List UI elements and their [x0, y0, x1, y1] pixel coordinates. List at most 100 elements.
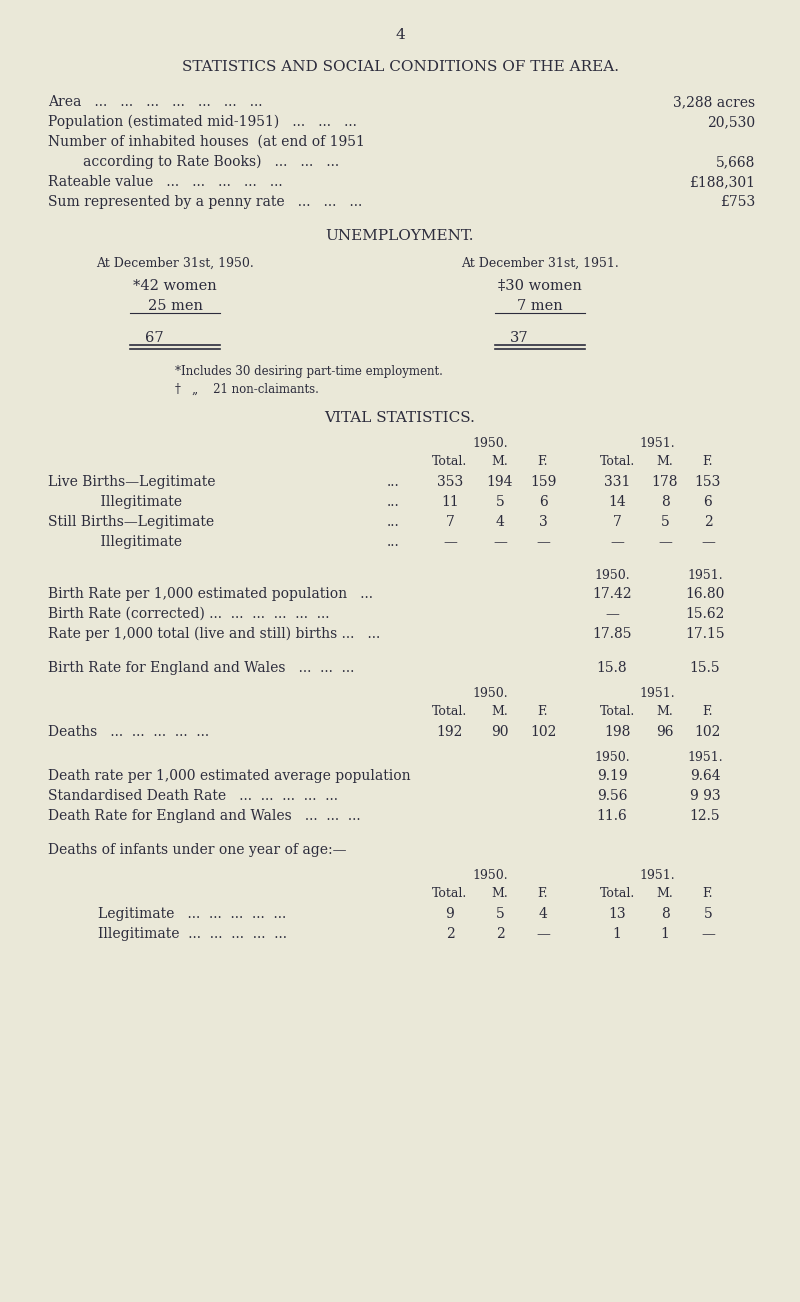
Text: 9.56: 9.56: [597, 789, 627, 803]
Text: 8: 8: [661, 907, 670, 921]
Text: 1950.: 1950.: [472, 868, 508, 881]
Text: 7 men: 7 men: [517, 299, 563, 312]
Text: 153: 153: [695, 475, 721, 490]
Text: Still Births—Legitimate: Still Births—Legitimate: [48, 516, 214, 529]
Text: 6: 6: [538, 495, 547, 509]
Text: 331: 331: [604, 475, 630, 490]
Text: 353: 353: [437, 475, 463, 490]
Text: 1951.: 1951.: [687, 569, 723, 582]
Text: Total.: Total.: [599, 454, 634, 467]
Text: —: —: [701, 535, 715, 549]
Text: M.: M.: [657, 887, 674, 900]
Text: 192: 192: [437, 725, 463, 740]
Text: 11: 11: [441, 495, 459, 509]
Text: 6: 6: [704, 495, 712, 509]
Text: Live Births—Legitimate: Live Births—Legitimate: [48, 475, 215, 490]
Text: 20,530: 20,530: [707, 115, 755, 129]
Text: 159: 159: [530, 475, 556, 490]
Text: 194: 194: [486, 475, 514, 490]
Text: 90: 90: [491, 725, 509, 740]
Text: 9.19: 9.19: [597, 769, 627, 783]
Text: 9 93: 9 93: [690, 789, 720, 803]
Text: F.: F.: [538, 887, 548, 900]
Text: ‡30 women: ‡30 women: [498, 279, 582, 293]
Text: —: —: [536, 927, 550, 941]
Text: At December 31st, 1950.: At December 31st, 1950.: [96, 256, 254, 270]
Text: Total.: Total.: [432, 454, 468, 467]
Text: 4: 4: [538, 907, 547, 921]
Text: 8: 8: [661, 495, 670, 509]
Text: Standardised Death Rate   ...  ...  ...  ...  ...: Standardised Death Rate ... ... ... ... …: [48, 789, 338, 803]
Text: 16.80: 16.80: [686, 587, 725, 602]
Text: 17.85: 17.85: [592, 628, 632, 641]
Text: 5: 5: [661, 516, 670, 529]
Text: Rate per 1,000 total (live and still) births ...   ...: Rate per 1,000 total (live and still) bi…: [48, 628, 380, 642]
Text: ...: ...: [386, 495, 399, 509]
Text: 2: 2: [704, 516, 712, 529]
Text: 1: 1: [613, 927, 622, 941]
Text: F.: F.: [702, 454, 714, 467]
Text: —: —: [701, 927, 715, 941]
Text: —: —: [443, 535, 457, 549]
Text: 96: 96: [656, 725, 674, 740]
Text: 25 men: 25 men: [147, 299, 202, 312]
Text: 1951.: 1951.: [639, 437, 675, 450]
Text: 102: 102: [695, 725, 721, 740]
Text: —: —: [493, 535, 507, 549]
Text: ...: ...: [386, 475, 399, 490]
Text: At December 31st, 1951.: At December 31st, 1951.: [461, 256, 619, 270]
Text: 1950.: 1950.: [594, 569, 630, 582]
Text: UNEMPLOYMENT.: UNEMPLOYMENT.: [326, 229, 474, 243]
Text: 4: 4: [395, 29, 405, 42]
Text: Area   ...   ...   ...   ...   ...   ...   ...: Area ... ... ... ... ... ... ...: [48, 95, 262, 109]
Text: STATISTICS AND SOCIAL CONDITIONS OF THE AREA.: STATISTICS AND SOCIAL CONDITIONS OF THE …: [182, 60, 618, 74]
Text: Total.: Total.: [432, 704, 468, 717]
Text: 9: 9: [446, 907, 454, 921]
Text: 198: 198: [604, 725, 630, 740]
Text: 2: 2: [496, 927, 504, 941]
Text: ...: ...: [386, 516, 399, 529]
Text: Deaths   ...  ...  ...  ...  ...: Deaths ... ... ... ... ...: [48, 725, 209, 740]
Text: 17.42: 17.42: [592, 587, 632, 602]
Text: 5,668: 5,668: [716, 155, 755, 169]
Text: F.: F.: [702, 704, 714, 717]
Text: 15.8: 15.8: [597, 661, 627, 674]
Text: 1951.: 1951.: [639, 868, 675, 881]
Text: 67: 67: [145, 331, 164, 345]
Text: Illegitimate: Illegitimate: [48, 495, 182, 509]
Text: Total.: Total.: [599, 887, 634, 900]
Text: M.: M.: [657, 704, 674, 717]
Text: —: —: [605, 607, 619, 621]
Text: Death Rate for England and Wales   ...  ...  ...: Death Rate for England and Wales ... ...…: [48, 809, 361, 823]
Text: —: —: [610, 535, 624, 549]
Text: F.: F.: [538, 704, 548, 717]
Text: Number of inhabited houses  (at end of 1951: Number of inhabited houses (at end of 19…: [48, 135, 365, 148]
Text: 4: 4: [495, 516, 505, 529]
Text: ...: ...: [386, 535, 399, 549]
Text: *42 women: *42 women: [133, 279, 217, 293]
Text: Rateable value   ...   ...   ...   ...   ...: Rateable value ... ... ... ... ...: [48, 174, 282, 189]
Text: Sum represented by a penny rate   ...   ...   ...: Sum represented by a penny rate ... ... …: [48, 195, 362, 210]
Text: 12.5: 12.5: [690, 809, 720, 823]
Text: F.: F.: [702, 887, 714, 900]
Text: M.: M.: [657, 454, 674, 467]
Text: 178: 178: [652, 475, 678, 490]
Text: 5: 5: [496, 907, 504, 921]
Text: —: —: [536, 535, 550, 549]
Text: 5: 5: [496, 495, 504, 509]
Text: 11.6: 11.6: [597, 809, 627, 823]
Text: *Includes 30 desiring part-time employment.: *Includes 30 desiring part-time employme…: [175, 365, 443, 378]
Text: Legitimate   ...  ...  ...  ...  ...: Legitimate ... ... ... ... ...: [98, 907, 286, 921]
Text: 7: 7: [446, 516, 454, 529]
Text: Deaths of infants under one year of age:—: Deaths of infants under one year of age:…: [48, 842, 346, 857]
Text: 2: 2: [446, 927, 454, 941]
Text: 37: 37: [510, 331, 529, 345]
Text: 14: 14: [608, 495, 626, 509]
Text: 3,288 acres: 3,288 acres: [673, 95, 755, 109]
Text: Total.: Total.: [599, 704, 634, 717]
Text: Population (estimated mid-1951)   ...   ...   ...: Population (estimated mid-1951) ... ... …: [48, 115, 357, 129]
Text: Total.: Total.: [432, 887, 468, 900]
Text: M.: M.: [492, 704, 508, 717]
Text: 17.15: 17.15: [685, 628, 725, 641]
Text: Illegitimate: Illegitimate: [48, 535, 182, 549]
